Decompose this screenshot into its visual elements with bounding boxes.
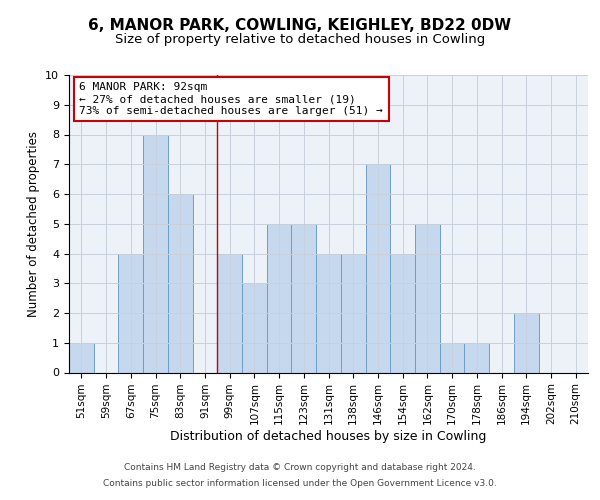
- Bar: [143, 134, 168, 372]
- Bar: [217, 254, 242, 372]
- Bar: [440, 343, 464, 372]
- Bar: [316, 254, 341, 372]
- Bar: [341, 254, 365, 372]
- Bar: [69, 343, 94, 372]
- Text: Contains public sector information licensed under the Open Government Licence v3: Contains public sector information licen…: [103, 478, 497, 488]
- X-axis label: Distribution of detached houses by size in Cowling: Distribution of detached houses by size …: [170, 430, 487, 443]
- Bar: [390, 254, 415, 372]
- Y-axis label: Number of detached properties: Number of detached properties: [27, 130, 40, 317]
- Text: 6 MANOR PARK: 92sqm
← 27% of detached houses are smaller (19)
73% of semi-detach: 6 MANOR PARK: 92sqm ← 27% of detached ho…: [79, 82, 383, 116]
- Bar: [267, 224, 292, 372]
- Bar: [118, 254, 143, 372]
- Bar: [168, 194, 193, 372]
- Bar: [365, 164, 390, 372]
- Bar: [514, 313, 539, 372]
- Text: Contains HM Land Registry data © Crown copyright and database right 2024.: Contains HM Land Registry data © Crown c…: [124, 464, 476, 472]
- Text: 6, MANOR PARK, COWLING, KEIGHLEY, BD22 0DW: 6, MANOR PARK, COWLING, KEIGHLEY, BD22 0…: [88, 18, 512, 32]
- Text: Size of property relative to detached houses in Cowling: Size of property relative to detached ho…: [115, 32, 485, 46]
- Bar: [415, 224, 440, 372]
- Bar: [464, 343, 489, 372]
- Bar: [242, 283, 267, 372]
- Bar: [292, 224, 316, 372]
